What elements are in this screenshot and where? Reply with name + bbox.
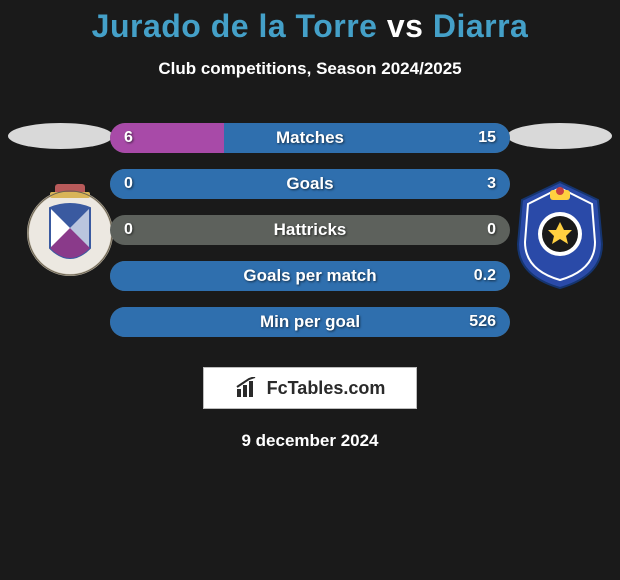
page-title: Jurado de la Torre vs Diarra (0, 8, 620, 45)
stats-area: 615Matches 03Goals 00Hattricks 0.2Goals per… (0, 123, 620, 353)
player1-name: Jurado de la Torre (92, 8, 378, 44)
fctables-logo[interactable]: FcTables.com (203, 367, 417, 409)
club-badge-left-icon (20, 178, 120, 278)
stat-label: Goals (110, 169, 510, 199)
player2-oval (507, 123, 612, 149)
club-badge-right-icon (510, 178, 610, 290)
stat-bars: 615Matches 03Goals 00Hattricks 0.2Goals per… (110, 123, 510, 353)
stat-row: 615Matches (110, 123, 510, 153)
date: 9 december 2024 (0, 431, 620, 451)
stat-label: Hattricks (110, 215, 510, 245)
stat-label: Goals per match (110, 261, 510, 291)
club-badge-right (510, 178, 610, 290)
chart-icon (235, 377, 261, 399)
vs-text: vs (387, 8, 424, 44)
player1-oval (8, 123, 113, 149)
stat-row: 526Min per goal (110, 307, 510, 337)
logo-text: FcTables.com (267, 378, 386, 399)
club-badge-left (20, 178, 120, 278)
stat-label: Min per goal (110, 307, 510, 337)
stat-row: 0.2Goals per match (110, 261, 510, 291)
stat-row: 00Hattricks (110, 215, 510, 245)
subtitle: Club competitions, Season 2024/2025 (0, 59, 620, 79)
stat-row: 03Goals (110, 169, 510, 199)
player2-name: Diarra (433, 8, 529, 44)
stat-label: Matches (110, 123, 510, 153)
